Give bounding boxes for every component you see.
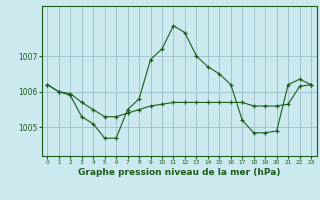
X-axis label: Graphe pression niveau de la mer (hPa): Graphe pression niveau de la mer (hPa): [78, 168, 280, 177]
